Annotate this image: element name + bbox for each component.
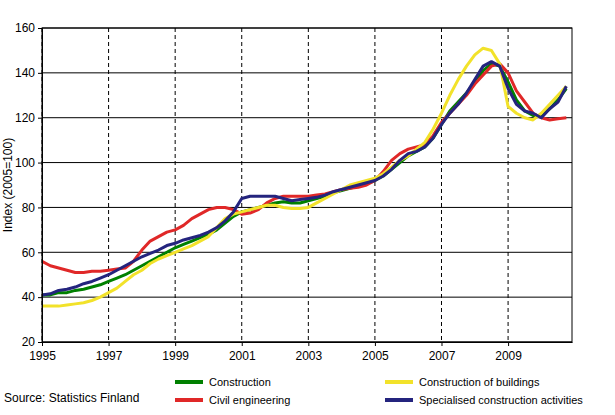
grid-line-y: [42, 72, 572, 73]
legend-swatch: [385, 398, 413, 402]
x-tick: 2009: [495, 342, 522, 363]
y-axis: 20 40 60 80 100 120 140 160: [15, 21, 43, 349]
grid-line-y: [42, 117, 572, 118]
x-tick-mark: [242, 342, 243, 346]
x-tick-label: 2001: [229, 349, 256, 363]
y-tick-mark: [38, 163, 42, 164]
x-tick: 2007: [429, 342, 456, 363]
legend-label: Construction of buildings: [419, 376, 540, 388]
y-tick-mark: [38, 297, 42, 298]
x-tick-mark: [109, 342, 110, 346]
x-tick: 2003: [295, 342, 322, 363]
y-tick-mark: [38, 28, 42, 29]
x-tick-label: 2007: [429, 349, 456, 363]
x-tick-mark: [508, 342, 509, 346]
y-tick-label: 80: [22, 201, 36, 215]
x-tick: 2001: [229, 342, 256, 363]
x-tick-mark: [375, 342, 376, 346]
grid-line-x: [308, 28, 309, 342]
source: Source: Statistics Finland: [4, 391, 139, 405]
x-tick-mark: [441, 342, 442, 346]
x-axis: 1995 1997 1999 2001 2003 2005 2007 2009: [29, 342, 572, 363]
y-tick: 140: [15, 66, 42, 80]
x-tick-label: 2005: [362, 349, 389, 363]
y-tick-label: 60: [22, 246, 36, 260]
y-tick-label: 40: [22, 290, 36, 304]
series-line: [42, 64, 566, 273]
grid-line-x: [441, 28, 442, 342]
legend-item: Civil engineering: [175, 394, 290, 406]
grid-line-x: [241, 28, 242, 342]
x-tick: 1999: [162, 342, 189, 363]
series-line: [42, 48, 566, 306]
grid-line-x: [374, 28, 375, 342]
y-tick-mark: [38, 207, 42, 208]
y-tick-label: 140: [15, 66, 35, 80]
x-tick-label: 1995: [29, 349, 56, 363]
chart: 1995 1997 1999 2001 2003 2005 2007 2009 20 40 60 80…: [0, 0, 615, 415]
x-tick: 2005: [362, 342, 389, 363]
grid-line-y: [42, 252, 572, 253]
series-line: [42, 64, 566, 295]
plot: 1995 1997 1999 2001 2003 2005 2007 2009 20 40 60 80…: [15, 21, 573, 362]
y-tick-mark: [38, 73, 42, 74]
y-tick-mark: [38, 252, 42, 253]
y-tick-label: 20: [22, 335, 36, 349]
legend-swatch: [385, 380, 413, 384]
legend-label: Construction: [209, 376, 271, 388]
y-tick: 120: [15, 111, 42, 125]
x-tick-mark: [175, 342, 176, 346]
y-tick: 80: [22, 201, 42, 215]
legend-item: Construction of buildings: [385, 376, 540, 388]
y-tick: 160: [15, 21, 42, 35]
x-tick-label: 2009: [495, 349, 522, 363]
plot-frame: [42, 28, 572, 342]
y-tick: 40: [22, 290, 42, 304]
legend-item: Construction: [175, 376, 271, 388]
y-tick-label: 120: [15, 111, 35, 125]
legend-label: Specialised construction activities: [419, 394, 583, 406]
y-tick-mark: [38, 342, 42, 343]
grid-line-y: [42, 297, 572, 298]
legend-swatch: [175, 398, 203, 402]
x-tick-label: 2003: [295, 349, 322, 363]
y-tick-mark: [38, 118, 42, 119]
legend-item: Specialised construction activities: [385, 394, 583, 406]
y-tick: 60: [22, 246, 42, 260]
y-tick-label: 160: [15, 21, 35, 35]
x-tick-label: 1999: [162, 349, 189, 363]
lines: [42, 48, 566, 306]
grid-line-y: [42, 162, 572, 163]
y-axis-title: Index (2005=100): [1, 138, 15, 232]
legend-swatch: [175, 380, 203, 384]
grid-line-x: [108, 28, 109, 342]
x-axis-line: [43, 342, 573, 343]
grid-line-x: [175, 28, 176, 342]
legend: Construction Civil engineering Constructio…: [175, 376, 583, 406]
x-tick: 1997: [96, 342, 123, 363]
grid: [42, 28, 572, 342]
x-tick-mark: [308, 342, 309, 346]
y-axis-line: [42, 29, 43, 343]
y-tick: 100: [15, 156, 42, 170]
y-tick-label: 100: [15, 156, 35, 170]
legend-label: Civil engineering: [209, 394, 290, 406]
series-line: [42, 62, 566, 295]
y-tick: 20: [22, 335, 42, 349]
x-tick-mark: [42, 342, 43, 346]
x-tick-label: 1997: [96, 349, 123, 363]
